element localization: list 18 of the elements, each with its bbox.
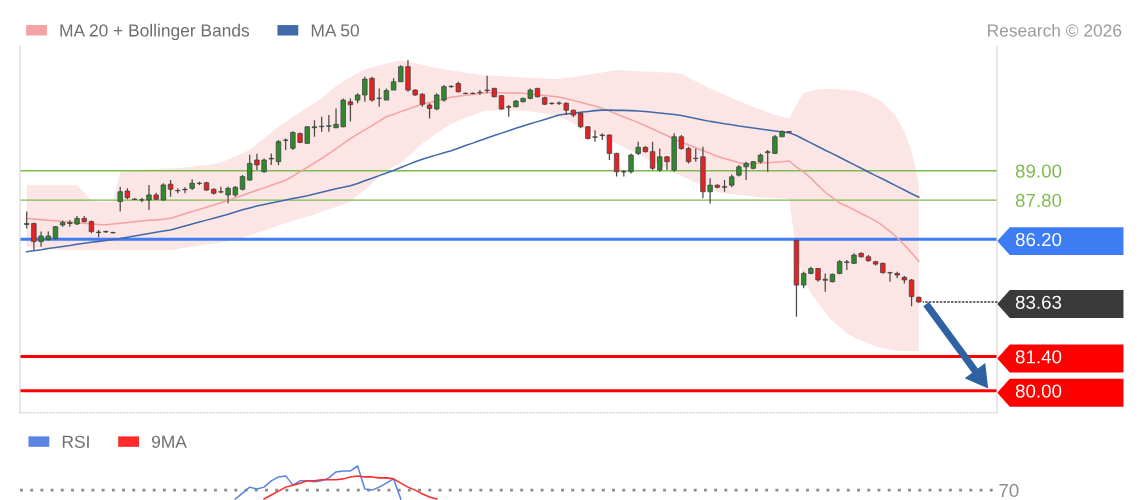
legend-label: 9MA <box>151 435 187 448</box>
legend-label: MA 20 + Bollinger Bands <box>60 23 250 41</box>
y-tick-label: 89.00 <box>1015 164 1062 178</box>
legend-label: MA 50 <box>311 24 359 37</box>
legend-label: RSI <box>62 435 89 448</box>
candlestick <box>275 139 282 166</box>
candlestick <box>477 89 483 96</box>
y-tick-label: 87.80 <box>1015 193 1062 208</box>
candlestick <box>908 278 915 307</box>
text: Research © 2026 <box>988 23 1122 37</box>
candlestick <box>182 186 188 194</box>
y-tick-label: 83.63 <box>1015 295 1062 309</box>
candlestick <box>110 231 116 235</box>
y-tick-label: 80.00 <box>1015 384 1062 398</box>
line-series <box>25 109 920 253</box>
y-tick-label: 86.20 <box>1015 232 1062 247</box>
y-tick-label: 81.40 <box>1015 350 1062 364</box>
text: 70 <box>999 483 1019 498</box>
